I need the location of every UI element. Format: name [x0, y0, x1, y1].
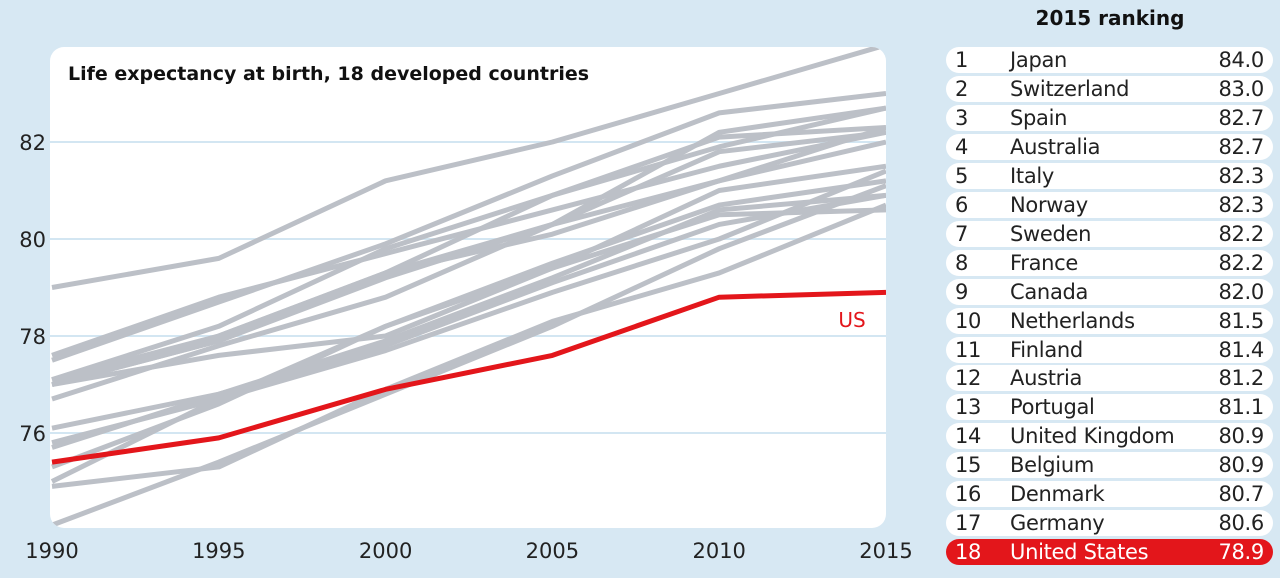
- ranking-row: 1 Japan 84.0: [946, 47, 1273, 73]
- ranking-value: 78.9: [1218, 540, 1264, 565]
- ranking-country: Canada: [1010, 279, 1089, 304]
- ranking-value: 80.6: [1218, 511, 1264, 536]
- ranking-country: Japan: [1010, 48, 1068, 72]
- ranking-value: 84.0: [1218, 48, 1264, 72]
- ranking-value: 80.9: [1218, 453, 1264, 478]
- ranking-row: 15 Belgium 80.9: [946, 452, 1273, 479]
- ranking-country: Germany: [1010, 511, 1105, 536]
- series-line-italy: [51, 124, 886, 383]
- ranking-row: 7 Sweden 82.2: [946, 220, 1273, 247]
- x-tick-label: 2010: [692, 539, 745, 563]
- ranking-row: 8 France 82.2: [946, 249, 1273, 276]
- ranking-country: Portugal: [1010, 395, 1095, 420]
- ranking-row: 10 Netherlands 81.5: [946, 307, 1273, 334]
- ranking-rank: 15: [955, 453, 982, 478]
- ranking-value: 82.2: [1218, 250, 1264, 275]
- ranking-country: Norway: [1010, 192, 1088, 217]
- ranking-country: Spain: [1010, 105, 1068, 130]
- life-expectancy-chart: 76 78 80 82 1990 1995 2000 2005 2010 2015 US Life e…: [19, 47, 913, 563]
- ranking-rank: 14: [955, 424, 982, 449]
- series-line-canada: [51, 139, 886, 383]
- ranking-value: 82.3: [1218, 163, 1264, 188]
- chart-title: Life expectancy at birth, 18 developed c…: [68, 63, 589, 85]
- ranking-row: 17 Germany 80.6: [946, 510, 1273, 537]
- series-line-denmark: [51, 202, 886, 489]
- series-line-united-states: [51, 289, 886, 465]
- ranking-rank: 9: [955, 279, 969, 304]
- ranking-country: Australia: [1010, 134, 1101, 159]
- ranking-value: 82.7: [1218, 105, 1264, 130]
- ranking-country: United Kingdom: [1010, 424, 1175, 449]
- ranking-country: United States: [1010, 540, 1149, 565]
- series-line-germany: [51, 207, 886, 470]
- series-line-switzerland: [51, 91, 886, 363]
- ranking-country: Italy: [1010, 163, 1055, 188]
- ranking-value: 81.5: [1218, 308, 1264, 333]
- y-tick-label: 80: [19, 228, 46, 252]
- y-tick-label: 82: [19, 131, 46, 155]
- ranking-rank: 18: [955, 540, 982, 565]
- ranking-title: 2015 ranking: [1035, 6, 1185, 30]
- ranking-country: Denmark: [1010, 482, 1105, 507]
- series-line-united-kingdom: [51, 192, 886, 450]
- ranking-value: 80.9: [1218, 424, 1264, 449]
- series-group: [50, 47, 886, 528]
- series-line-belgium: [51, 192, 886, 431]
- x-tick-label: 1990: [25, 539, 78, 563]
- ranking-rank: 17: [955, 511, 982, 536]
- ranking-value: 82.3: [1218, 192, 1264, 217]
- ranking-row: 11 Finland 81.4: [946, 336, 1273, 363]
- x-tick-label: 2000: [359, 539, 412, 563]
- ranking-country: Sweden: [1010, 221, 1092, 246]
- us-series-label: US: [838, 308, 865, 332]
- ranking-country: Netherlands: [1010, 308, 1135, 333]
- ranking-rank: 3: [955, 105, 969, 130]
- ranking-rank: 7: [955, 221, 969, 246]
- ranking-rank: 4: [955, 134, 969, 159]
- y-tick-label: 78: [19, 325, 46, 349]
- ranking-row: 4 Australia 82.7: [946, 133, 1273, 160]
- ranking-rank: 16: [955, 482, 982, 507]
- ranking-country: Finland: [1010, 337, 1083, 362]
- ranking-row: 2 Switzerland 83.0: [946, 75, 1273, 102]
- ranking-rank: 10: [955, 308, 982, 333]
- ranking-row: 14 United Kingdom 80.9: [946, 423, 1273, 450]
- ranking-country: France: [1010, 250, 1079, 275]
- ranking-value: 80.7: [1218, 482, 1264, 507]
- ranking-value: 81.1: [1218, 395, 1264, 420]
- ranking-country: Belgium: [1010, 453, 1094, 478]
- series-line-japan: [51, 47, 886, 290]
- ranking-row: 16 Denmark 80.7: [946, 481, 1273, 508]
- x-tick-label: 2005: [526, 539, 579, 563]
- ranking-value: 82.2: [1218, 221, 1264, 246]
- ranking-row: 18 United States 78.9: [946, 539, 1273, 566]
- ranking-row: 12 Austria 81.2: [946, 365, 1273, 392]
- ranking-rank: 6: [955, 192, 969, 217]
- ranking-rank: 12: [955, 366, 982, 391]
- plot-area: [50, 47, 886, 528]
- ranking-country: Switzerland: [1010, 76, 1130, 101]
- ranking-country: Austria: [1010, 366, 1083, 391]
- ranking-row: 13 Portugal 81.1: [946, 394, 1273, 421]
- series-line-sweden: [51, 129, 886, 358]
- x-tick-label: 2015: [859, 539, 912, 563]
- ranking-row: 3 Spain 82.7: [946, 104, 1273, 131]
- series-line-netherlands: [51, 163, 886, 387]
- ranking-rank: 2: [955, 76, 969, 101]
- ranking-rank: 11: [955, 337, 982, 362]
- ranking-value: 81.4: [1218, 337, 1264, 362]
- ranking-value: 81.2: [1218, 366, 1264, 391]
- ranking-value: 82.7: [1218, 134, 1264, 159]
- x-tick-label: 1995: [192, 539, 245, 563]
- ranking-value: 82.0: [1218, 279, 1264, 304]
- ranking-rank: 5: [955, 163, 969, 188]
- ranking-row: 5 Italy 82.3: [946, 162, 1273, 189]
- y-tick-label: 76: [19, 422, 46, 446]
- ranking-value: 83.0: [1218, 76, 1264, 101]
- ranking-row: 9 Canada 82.0: [946, 278, 1273, 305]
- ranking-rank: 13: [955, 395, 982, 420]
- ranking-rank: 1: [955, 48, 969, 72]
- ranking-row: 6 Norway 82.3: [946, 191, 1273, 218]
- ranking-rank: 8: [955, 250, 969, 275]
